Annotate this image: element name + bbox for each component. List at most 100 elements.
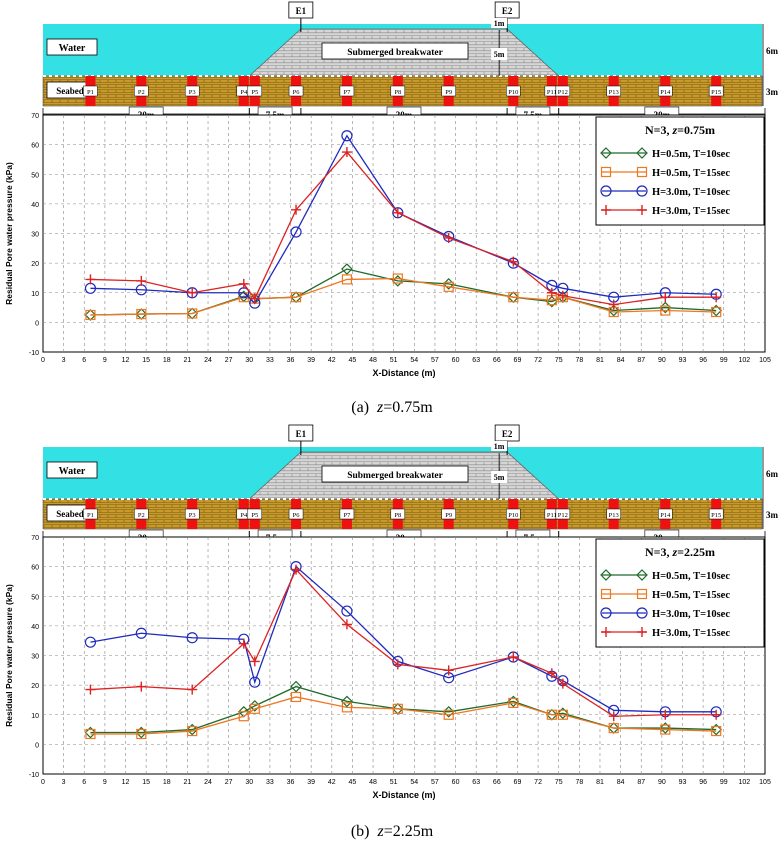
series-line	[90, 277, 717, 316]
seabed-label: Seabed	[56, 86, 84, 96]
data-point	[711, 725, 722, 737]
x-tick-label: 24	[204, 779, 212, 786]
data-point	[660, 305, 671, 316]
dim-height-label: 5m	[494, 50, 505, 59]
y-tick-label: 10	[31, 713, 39, 720]
probe-label: P13	[609, 89, 619, 96]
x-tick-label: 93	[679, 357, 687, 364]
probe-label: P9	[445, 89, 452, 96]
data-point	[290, 226, 302, 238]
x-tick-label: 12	[122, 357, 130, 364]
legend-title-part: =0.75m	[677, 123, 715, 137]
x-tick-label: 57	[431, 779, 439, 786]
caption-prefix: (b)	[351, 823, 370, 840]
dim-depth-label: 6m	[766, 46, 779, 56]
dim-box	[491, 18, 508, 28]
x-tick-label: 48	[369, 357, 377, 364]
legend-title-part: z	[672, 545, 678, 559]
dim-seabed-label: 3m	[766, 510, 779, 520]
dim-crest-label: 1m	[494, 19, 505, 28]
x-tick-label: 63	[472, 779, 480, 786]
y-tick-label: -10	[29, 772, 39, 779]
probe-label-box	[708, 508, 724, 520]
data-point	[341, 695, 353, 708]
legend-label: H=0.5m, T=15sec	[652, 590, 730, 601]
x-tick-label: 12	[122, 779, 130, 786]
x-tick-label: 33	[266, 779, 274, 786]
legend-box	[595, 538, 765, 648]
probe-label-box	[506, 508, 521, 520]
legend-label: H=3.0m, T=10sec	[652, 187, 730, 198]
probe-label: P5	[251, 89, 258, 96]
x-tick-label: 3	[62, 357, 66, 364]
breakwater-label-box	[321, 42, 469, 60]
data-point	[238, 711, 249, 722]
data-point	[600, 185, 612, 197]
data-point	[249, 293, 260, 304]
data-point	[341, 619, 352, 630]
data-point	[291, 204, 302, 215]
panel-caption: (b) z=2.25m	[351, 823, 434, 840]
caption-value: =2.25m	[384, 823, 434, 840]
x-tick-label: 102	[739, 357, 751, 364]
x-tick-label: 63	[472, 357, 480, 364]
x-tick-label: 72	[534, 357, 542, 364]
data-point	[136, 681, 147, 692]
x-tick-label: 69	[514, 357, 522, 364]
data-point	[636, 607, 648, 619]
x-tick-label: 30	[245, 357, 253, 364]
x-tick-label: 102	[739, 779, 751, 786]
data-point	[711, 292, 722, 303]
data-point	[660, 709, 671, 720]
data-point	[238, 638, 249, 649]
gauge-label: E2	[502, 6, 513, 16]
x-tick-label: 60	[452, 357, 460, 364]
x-tick-label: 75	[555, 779, 563, 786]
x-tick-label: 54	[410, 357, 418, 364]
data-point	[557, 709, 568, 720]
x-tick-label: 6	[82, 357, 86, 364]
data-point	[186, 723, 199, 736]
data-point	[636, 185, 648, 197]
dim-depth-label: 6m	[766, 469, 779, 479]
data-point	[249, 703, 260, 714]
x-tick-label: 18	[163, 357, 171, 364]
data-point	[711, 709, 722, 720]
data-point	[607, 304, 620, 317]
data-point	[290, 292, 302, 303]
x-tick-label: 18	[163, 779, 171, 786]
x-tick-label: 0	[41, 357, 45, 364]
y-tick-label: 0	[35, 320, 39, 327]
legend-box	[595, 116, 765, 226]
breakwater-label-box	[321, 465, 469, 483]
probe-label-box	[441, 85, 456, 97]
probe-label: P2	[138, 512, 145, 519]
legend-label: H=3.0m, T=15sec	[652, 628, 730, 639]
data-point	[238, 278, 249, 289]
data-point	[636, 166, 648, 178]
data-point	[600, 607, 612, 619]
x-tick-label: 99	[720, 779, 728, 786]
dim-seabed-label: 3m	[766, 87, 779, 97]
x-tick-label: 72	[534, 779, 542, 786]
data-point	[135, 627, 147, 639]
y-tick-label: 0	[35, 742, 39, 749]
probe-label: P9	[445, 512, 452, 519]
x-tick-label: 39	[307, 357, 315, 364]
data-point	[508, 697, 519, 709]
probe-label: P8	[394, 512, 401, 519]
caption-prefix: (a)	[351, 399, 369, 416]
probe-label: P1	[87, 512, 94, 519]
data-point	[85, 684, 96, 695]
probe-label-box	[606, 85, 621, 97]
x-tick-label: 87	[637, 357, 645, 364]
data-point	[601, 627, 611, 637]
gauge-label: E1	[296, 429, 307, 439]
data-point	[136, 728, 147, 740]
x-tick-label: 84	[617, 779, 625, 786]
series-line	[90, 696, 717, 735]
x-tick-label: 15	[142, 357, 150, 364]
seabed-label: Seabed	[56, 509, 84, 519]
probe-label-box	[708, 85, 724, 97]
